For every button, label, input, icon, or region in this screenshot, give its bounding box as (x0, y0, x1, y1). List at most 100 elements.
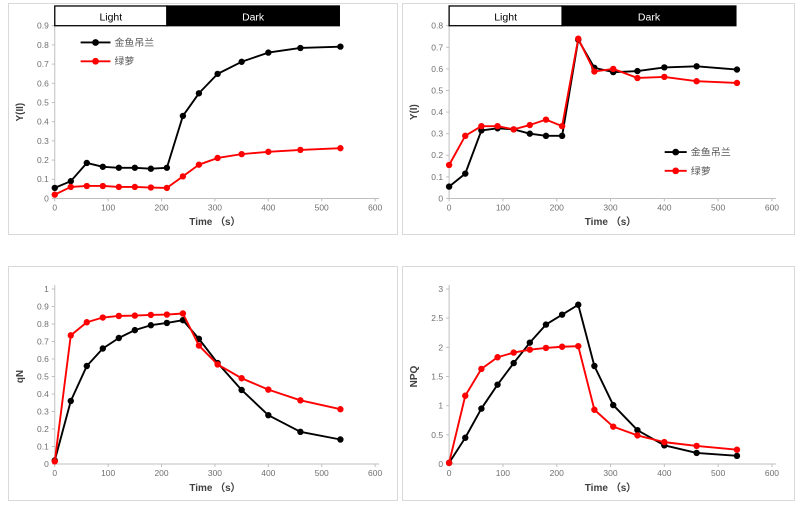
series-pothos-point (214, 154, 221, 162)
series-pothos-point (115, 312, 123, 320)
series-pothos-point (693, 442, 700, 450)
x-tick-label: 600 (765, 468, 779, 478)
series-goldfish-plant-point (238, 386, 245, 394)
series-pothos-point (238, 375, 245, 382)
series-goldfish-plant-point (67, 178, 74, 185)
series-pothos-point (51, 191, 58, 198)
x-tick-label: 300 (603, 202, 617, 212)
series-goldfish-plant-point (510, 359, 517, 367)
series-pothos-point (558, 343, 566, 350)
chart-qn: 0 0.1 0.2 0.3 0.4 0.5 0.6 0.7 0.8 0.9 1 0 100 200 300 4… (15, 284, 382, 494)
series-pothos-point (542, 116, 550, 123)
y-tick-label: 0.5 (37, 371, 49, 381)
series-goldfish-plant-point (99, 163, 107, 170)
x-tick-label: 600 (765, 202, 779, 212)
series-pothos-point (462, 132, 469, 140)
series-goldfish-plant-point (337, 436, 344, 443)
series-pothos-point (179, 310, 187, 317)
series-goldfish-plant-point (131, 326, 139, 334)
y-tick-label: 0.6 (37, 78, 49, 88)
series-pothos-point (610, 65, 617, 73)
y-tick-label: 1.5 (431, 372, 443, 382)
y-tick-label: 0 (44, 459, 49, 469)
chart-npq: 0 0.5 1 1.5 2 2.5 3 0 100 200 300 400 500 600 Time （s）… (409, 284, 779, 494)
series-goldfish-plant-point (147, 165, 155, 172)
y-tick-label: 2 (438, 342, 443, 352)
series-goldfish-plant-line (448, 303, 738, 464)
x-tick-label: 200 (550, 202, 564, 212)
series-goldfish-plant-point (238, 58, 245, 65)
band-label-light: Light (100, 12, 123, 23)
series-pothos-point (478, 365, 485, 373)
x-tick-label: 500 (711, 202, 725, 212)
legend-goldfish-plant-marker (672, 148, 680, 156)
series-pothos-point (297, 397, 304, 404)
series-pothos-point (510, 126, 517, 133)
x-tick-label: 500 (315, 468, 329, 478)
series-goldfish-plant-point (661, 64, 668, 71)
y-axis-title: NPQ (409, 365, 420, 387)
x-tick-label: 0 (447, 468, 452, 478)
series-pothos-point (445, 161, 453, 169)
y-tick-label: 0.1 (431, 172, 443, 182)
x-tick-label: 400 (657, 202, 671, 212)
series-goldfish-plant-point (558, 311, 566, 318)
series-goldfish-plant-point (99, 345, 107, 352)
series-pothos-point (51, 458, 58, 465)
y-tick-label: 0.4 (37, 117, 49, 127)
x-tick-label: 600 (368, 202, 382, 212)
series-pothos-point (265, 386, 272, 393)
x-tick-label: 400 (261, 202, 275, 212)
y-tick-label: 0.2 (431, 150, 443, 160)
y-tick-label: 0.6 (431, 64, 443, 74)
series-goldfish-plant-point (542, 132, 550, 140)
series-goldfish-plant-point (733, 66, 741, 73)
series-goldfish-plant-point (297, 428, 304, 435)
chart-panel-qn: 0 0.1 0.2 0.3 0.4 0.5 0.6 0.7 0.8 0.9 1 0 100 200 300 4… (8, 266, 398, 501)
series-goldfish-plant-point (526, 339, 534, 346)
series-pothos-point (610, 423, 617, 430)
x-tick-label: 400 (657, 468, 671, 478)
dark-period-band (561, 5, 737, 27)
x-tick-label: 500 (711, 468, 725, 478)
series-pothos-point (99, 314, 107, 321)
series-pothos-point (634, 432, 641, 439)
series-goldfish-plant-point (337, 43, 344, 50)
series-pothos-point (297, 146, 304, 154)
series-pothos-point (558, 122, 566, 130)
y-tick-label: 0.2 (37, 424, 49, 434)
series-pothos-point (147, 184, 155, 191)
series-pothos-point (163, 311, 171, 318)
chart-panel-yii: 0 0.1 0.2 0.3 0.4 0.5 0.6 0.7 0.8 0.9 0 100 200 300 40… (8, 3, 398, 235)
series-pothos-point (147, 311, 155, 319)
y-tick-label: 0.4 (37, 389, 49, 399)
y-tick-label: 0.3 (37, 136, 49, 146)
series-pothos-point (693, 78, 700, 85)
series-goldfish-plant-point (179, 112, 187, 120)
series-pothos-point (661, 438, 668, 446)
x-axis-title: Time （s） (585, 481, 637, 494)
series-goldfish-plant-point (634, 67, 641, 75)
series-pothos-point (462, 392, 469, 399)
y-tick-label: 0.2 (37, 155, 49, 165)
series-goldfish-plant-point (83, 362, 90, 370)
series-goldfish-plant-point (526, 130, 534, 137)
chart-yii: 0 0.1 0.2 0.3 0.4 0.5 0.6 0.7 0.8 0.9 0 100 200 300 40… (15, 5, 382, 228)
y-tick-label: 0.7 (37, 336, 49, 346)
series-pothos-point (337, 406, 344, 413)
y-axis-title: Y(I) (409, 104, 420, 120)
series-goldfish-plant-point (83, 159, 90, 167)
legend-goldfish-plant-marker (92, 39, 99, 46)
y-tick-label: 0.3 (37, 406, 49, 416)
series-pothos-point (575, 35, 582, 42)
x-tick-label: 200 (154, 468, 168, 478)
y-tick-label: 0.8 (37, 40, 49, 50)
x-tick-label: 300 (208, 202, 222, 212)
x-axis-title: Time （s） (189, 481, 240, 494)
dark-period-band (166, 5, 340, 27)
series-pothos-point (238, 150, 245, 158)
legend-goldfish-plant-label: 金鱼吊兰 (691, 146, 731, 159)
series-goldfish-plant-point (693, 449, 700, 457)
series-goldfish-plant-point (195, 90, 203, 97)
